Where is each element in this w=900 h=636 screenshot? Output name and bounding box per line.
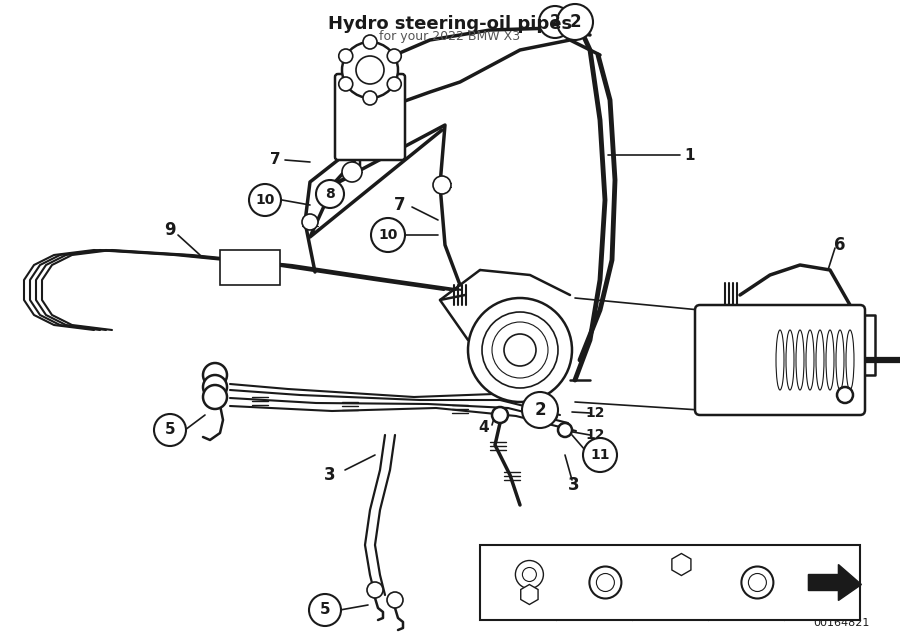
Text: Hydro steering-oil pipes: Hydro steering-oil pipes (328, 15, 572, 33)
Circle shape (516, 560, 544, 588)
Circle shape (371, 218, 405, 252)
Circle shape (387, 592, 403, 608)
Ellipse shape (796, 330, 804, 390)
Text: 4: 4 (479, 420, 490, 436)
Text: 11: 11 (492, 576, 510, 589)
Text: 7: 7 (270, 153, 280, 167)
Text: 2: 2 (569, 13, 580, 31)
Circle shape (367, 582, 383, 598)
Text: 5: 5 (320, 602, 330, 618)
Text: 1: 1 (685, 148, 695, 163)
Circle shape (742, 567, 773, 598)
Text: 2: 2 (535, 401, 545, 419)
Text: 10: 10 (378, 228, 398, 242)
Text: 8: 8 (325, 187, 335, 201)
Polygon shape (808, 565, 861, 600)
Circle shape (492, 322, 548, 378)
Circle shape (356, 56, 384, 84)
Text: 3: 3 (568, 476, 580, 494)
Ellipse shape (776, 330, 784, 390)
Text: 10: 10 (569, 576, 586, 589)
Ellipse shape (816, 330, 824, 390)
Text: 10: 10 (256, 193, 274, 207)
Text: 2
8: 2 8 (724, 569, 733, 597)
Circle shape (316, 180, 344, 208)
Text: 12: 12 (585, 428, 605, 442)
Text: 2: 2 (550, 15, 561, 29)
Circle shape (203, 375, 227, 399)
Text: for your 2022 BMW X3: for your 2022 BMW X3 (380, 30, 520, 43)
FancyBboxPatch shape (695, 305, 865, 415)
Circle shape (492, 407, 508, 423)
Circle shape (749, 574, 767, 591)
FancyBboxPatch shape (220, 250, 280, 285)
Text: 11: 11 (590, 448, 610, 462)
Circle shape (154, 414, 186, 446)
Text: 5: 5 (649, 576, 658, 589)
Circle shape (342, 162, 362, 182)
FancyBboxPatch shape (335, 74, 405, 160)
Circle shape (522, 567, 536, 581)
Circle shape (433, 176, 451, 194)
Circle shape (309, 594, 341, 626)
Text: 12: 12 (585, 406, 605, 420)
Circle shape (338, 49, 353, 63)
Circle shape (203, 363, 227, 387)
Circle shape (504, 334, 536, 366)
Text: 7: 7 (394, 196, 406, 214)
Text: 3: 3 (324, 466, 336, 484)
Circle shape (249, 184, 281, 216)
Ellipse shape (806, 330, 814, 390)
Circle shape (387, 49, 401, 63)
Circle shape (468, 298, 572, 402)
Ellipse shape (786, 330, 794, 390)
Circle shape (522, 392, 558, 428)
Circle shape (482, 312, 558, 388)
Circle shape (387, 77, 401, 91)
Circle shape (338, 77, 353, 91)
FancyBboxPatch shape (480, 545, 860, 620)
Text: 5: 5 (165, 422, 176, 438)
Text: 00164821: 00164821 (814, 618, 870, 628)
Circle shape (363, 35, 377, 49)
Circle shape (590, 567, 621, 598)
Text: 9: 9 (164, 221, 176, 239)
Circle shape (557, 4, 593, 40)
Circle shape (363, 91, 377, 105)
Circle shape (203, 385, 227, 409)
Text: 6: 6 (834, 236, 846, 254)
Circle shape (543, 408, 557, 422)
Circle shape (539, 6, 571, 38)
Circle shape (302, 214, 318, 230)
Ellipse shape (836, 330, 844, 390)
Circle shape (583, 438, 617, 472)
Circle shape (558, 423, 572, 437)
Ellipse shape (846, 330, 854, 390)
Circle shape (342, 42, 398, 98)
Circle shape (837, 387, 853, 403)
Circle shape (597, 574, 615, 591)
Ellipse shape (826, 330, 834, 390)
